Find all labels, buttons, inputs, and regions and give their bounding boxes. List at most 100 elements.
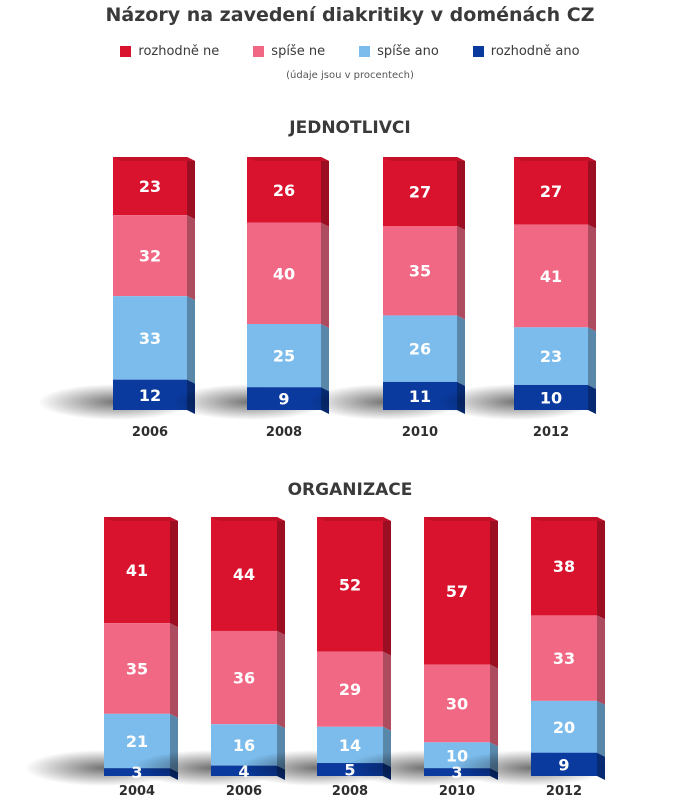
bar-segment-side [321,323,329,392]
bar-top-cap [113,157,195,161]
bar-segment [531,700,597,753]
data-label: 29 [339,680,361,699]
data-label: 23 [540,347,562,366]
bar-segment-side [321,157,329,227]
bar-segment-side [170,623,178,718]
data-label: 27 [540,182,562,201]
bar-segment [211,630,277,725]
bar-top-cap [514,157,596,161]
bar-segment-side [588,327,596,389]
data-label: 10 [540,388,562,407]
bar-top-cap [247,157,329,161]
bar-segment-side [187,157,195,220]
bar-segment [514,157,588,225]
bar-top-cap [317,517,391,521]
data-label: 36 [233,669,255,688]
bar-segment-side [490,517,498,669]
bar-segment-side [383,651,391,731]
data-label: 20 [553,718,575,737]
bar-segment-side [597,615,605,705]
data-label: 9 [558,755,569,774]
legend-swatch-rozhodne-ne [120,46,132,57]
bar-segment-side [170,517,178,628]
category-label: 2008 [266,425,302,440]
bar-segment [211,517,277,631]
bar-segment [247,323,321,388]
legend-item-spise-ne: spíše ne [253,44,325,59]
legend-label: spíše ne [271,44,326,59]
bar-top-cap [531,517,605,521]
bar-segment [531,752,597,776]
category-label: 2010 [402,425,438,440]
bar-segment [113,157,187,216]
data-label: 9 [278,390,289,409]
units-note: (údaje jsou v procentech) [286,70,414,81]
data-label: 23 [139,177,161,196]
bar-segment-side [187,296,195,384]
legend-label: rozhodně ano [490,44,580,59]
bar-segment [317,651,383,727]
data-label: 11 [409,387,431,406]
bar-segment-side [588,157,596,229]
bar-segment-side [277,517,285,635]
bar-segment [247,222,321,324]
legend-item-rozhodne-ne: rozhodně ne [120,44,219,59]
bar-segment [317,517,383,652]
legend-swatch-spise-ano [359,46,371,57]
bar-segment-side [588,384,596,414]
bar-segment [424,517,490,665]
bar-segment-side [597,752,605,780]
section-title-jednotlivci: JEDNOTLIVCI [289,118,411,138]
category-label: 2006 [226,784,262,799]
bar-segment [424,664,490,743]
legend-item-spise-ano: spíše ano [359,44,439,59]
data-label: 40 [273,264,295,283]
legend-label: rozhodně ne [138,44,220,59]
bar-segment-side [588,224,596,332]
bar-segment [113,215,187,297]
bar-segment [514,224,588,328]
data-label: 30 [446,694,468,713]
bar-segment-side [277,630,285,729]
category-label: 2006 [132,425,168,440]
data-label: 14 [339,736,361,755]
data-label: 21 [126,732,148,751]
category-label: 2010 [439,784,475,799]
data-label: 41 [126,561,148,580]
bar-segment-side [383,517,391,656]
legend-label: spíše ano [377,44,439,59]
bar-segment [531,615,597,701]
bar-top-cap [424,517,498,521]
data-label: 12 [139,386,161,405]
bar-segment-side [187,215,195,301]
bar-segment-side [597,517,605,620]
data-label: 38 [553,557,575,576]
bar-top-cap [383,157,465,161]
bar-segment-side [321,222,329,328]
data-label: 32 [139,247,161,266]
bar-segment-side [457,226,465,320]
bar-segment [104,517,170,624]
bar-segment [383,315,457,382]
bar-segment [383,157,457,226]
legend-item-rozhodne-ano: rozhodně ano [472,44,580,59]
category-label: 2012 [546,784,582,799]
data-label: 33 [553,649,575,668]
data-label: 26 [409,340,431,359]
bar-segment [104,623,170,714]
bar-segment-side [457,315,465,386]
category-label: 2012 [533,425,569,440]
data-label: 52 [339,575,361,594]
bar-segment [514,327,588,385]
bar-segment [247,387,321,410]
section-title-organizace: ORGANIZACE [287,480,413,500]
bar-segment-side [490,664,498,747]
data-label: 26 [273,181,295,200]
bar-segment-side [597,700,605,757]
bar-segment [113,296,187,380]
category-label: 2008 [332,784,368,799]
bar-segment-side [457,157,465,230]
data-label: 44 [233,565,255,584]
data-label: 33 [139,329,161,348]
